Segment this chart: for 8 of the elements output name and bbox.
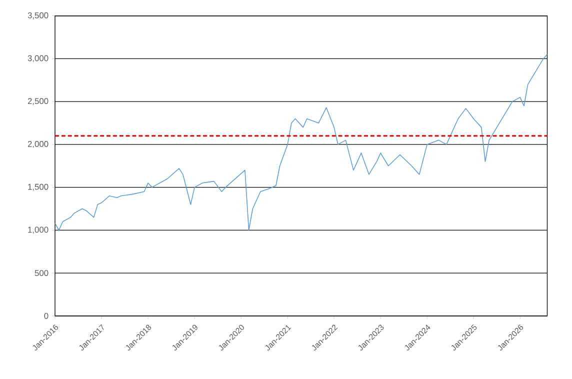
y-tick-label: 3,000 — [28, 55, 48, 62]
y-tick-label: 3,500 — [28, 12, 48, 20]
y-tick-label: 1,500 — [28, 184, 48, 191]
y-tick-label: 1,000 — [28, 226, 48, 234]
y-tick-label: 0 — [44, 312, 48, 319]
y-tick-label: 500 — [34, 270, 48, 276]
y-tick-label: 2,500 — [28, 98, 48, 105]
y-tick-label: 2,000 — [28, 140, 48, 148]
